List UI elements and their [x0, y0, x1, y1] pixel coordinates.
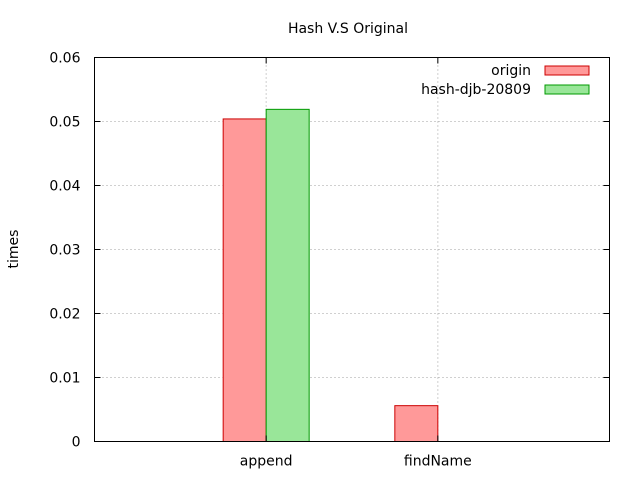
bar-origin-append [222, 118, 267, 442]
x-tick-label: findName [404, 454, 472, 470]
y-tick-label: 0.01 [49, 371, 80, 387]
y-tick-label: 0.05 [49, 115, 80, 131]
y-tick-label: 0.06 [49, 51, 80, 67]
bars [222, 108, 439, 443]
gridlines [94, 57, 610, 442]
legend-swatch [544, 84, 590, 95]
legend: origin hash-djb-20809 [421, 63, 590, 98]
legend-label: hash-djb-20809 [421, 82, 531, 98]
axis-ticks: 0 0.01 0.02 0.03 0.04 0.05 0.06 append findName [49, 51, 610, 470]
plot-frame [94, 57, 610, 442]
y-tick-label: 0.04 [49, 179, 80, 195]
y-tick-label: 0 [72, 435, 81, 451]
legend-swatch [544, 65, 590, 76]
bar-origin-findName [394, 405, 439, 443]
legend-label: origin [491, 63, 531, 79]
bar-hash-djb-20809-append [265, 108, 310, 442]
y-tick-label: 0.02 [49, 307, 80, 323]
x-tick-label: append [240, 454, 293, 470]
chart-title: Hash V.S Original [288, 21, 408, 37]
y-axis-label: times [6, 230, 22, 269]
y-tick-label: 0.03 [49, 243, 80, 259]
